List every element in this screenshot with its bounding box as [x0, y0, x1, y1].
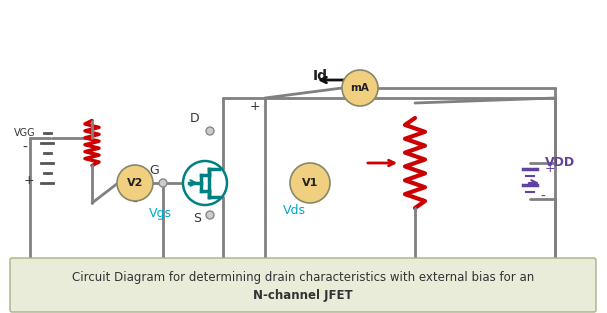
Text: -: -: [253, 254, 257, 266]
Circle shape: [183, 161, 227, 205]
Text: mA: mA: [351, 83, 370, 93]
FancyBboxPatch shape: [10, 258, 596, 312]
Text: +: +: [158, 269, 168, 283]
Circle shape: [117, 165, 153, 201]
Text: Electronics Coach: Electronics Coach: [491, 295, 590, 305]
Text: S: S: [193, 212, 201, 224]
Text: Vds: Vds: [283, 204, 306, 218]
Circle shape: [342, 70, 378, 106]
Text: Id: Id: [313, 69, 328, 83]
Text: VGG: VGG: [14, 128, 36, 138]
Text: G: G: [149, 165, 159, 177]
Text: -: -: [132, 196, 137, 210]
Text: -: -: [540, 190, 545, 204]
Text: +: +: [545, 162, 555, 176]
Text: Vgs: Vgs: [149, 207, 172, 219]
Text: -: -: [22, 141, 27, 155]
Text: +: +: [249, 100, 260, 112]
Text: VDD: VDD: [545, 156, 575, 170]
Text: V2: V2: [127, 178, 143, 188]
Text: D: D: [190, 111, 200, 125]
Text: N-channel JFET: N-channel JFET: [253, 290, 353, 302]
Text: +: +: [24, 173, 35, 187]
Circle shape: [206, 127, 214, 135]
Text: Circuit Diagram for determining drain characteristics with external bias for an: Circuit Diagram for determining drain ch…: [72, 271, 534, 284]
Text: V1: V1: [302, 178, 318, 188]
Circle shape: [206, 211, 214, 219]
Circle shape: [159, 179, 167, 187]
Circle shape: [290, 163, 330, 203]
